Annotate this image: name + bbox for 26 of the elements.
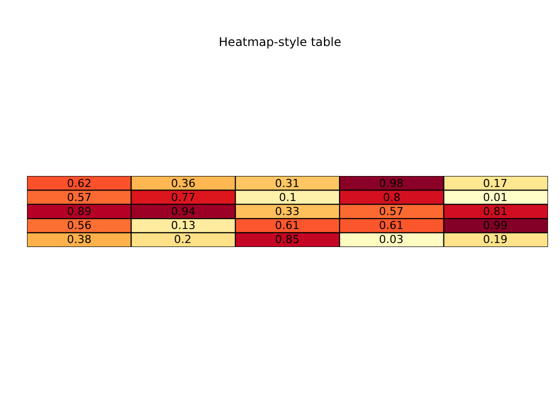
data-label: 0.56 [67,219,92,232]
data-label: 0.81 [483,205,508,218]
data-label: 0.94 [171,205,196,218]
data-label: 0.19 [483,233,508,246]
data-label: 0.03 [379,233,404,246]
data-label: 0.36 [171,177,196,190]
data-label: 0.61 [275,219,300,232]
data-label: 0.01 [483,191,508,204]
data-label: 0.61 [379,219,404,232]
data-label: 0.57 [379,205,404,218]
data-label: 0.38 [67,233,92,246]
data-label: 0.89 [67,205,92,218]
chart-title: Heatmap-style table [218,35,342,50]
data-label: 0.77 [171,191,196,204]
data-label: 0.2 [174,233,192,246]
data-label: 0.62 [67,177,92,190]
data-label: 0.99 [483,219,508,232]
data-label: 0.85 [275,233,300,246]
data-label: 0.57 [67,191,92,204]
data-label: 0.31 [275,177,300,190]
data-label: 0.33 [275,205,300,218]
data-label: 0.13 [171,219,196,232]
data-label: 0.8 [383,191,400,204]
data-label: 0.17 [483,177,508,190]
data-label: 0.98 [379,177,404,190]
data-label: 0.1 [279,191,296,204]
